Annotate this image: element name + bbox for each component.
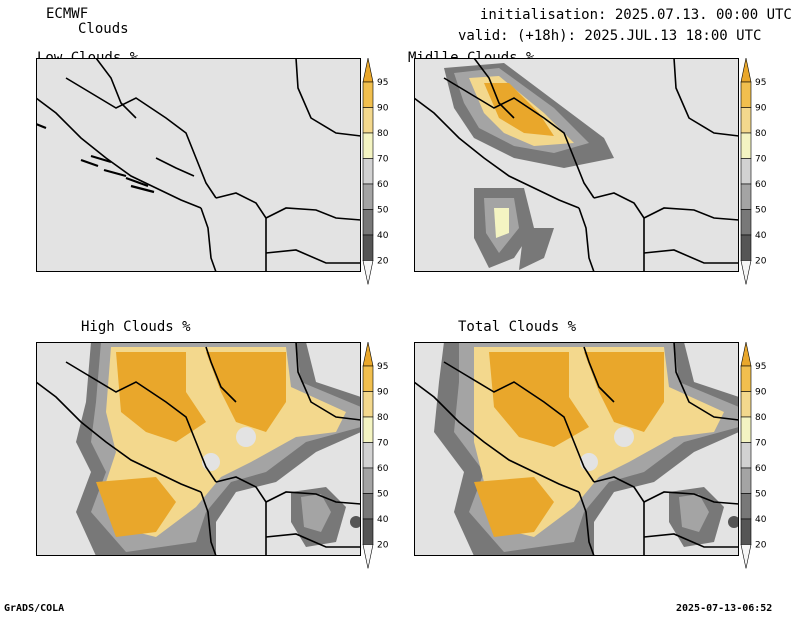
colorbar-arrow-bottom xyxy=(362,260,374,285)
colorbar-segment xyxy=(362,442,374,469)
colorbar-segment xyxy=(362,132,374,159)
map-low-clouds xyxy=(36,58,361,272)
colorbar-tick-label: 40 xyxy=(377,231,389,241)
colorbar-tick-label: 60 xyxy=(377,180,389,190)
colorbar-segment xyxy=(362,391,374,418)
colorbar-tick-label: 40 xyxy=(755,231,767,241)
colorbar-tick-label: 20 xyxy=(377,541,389,551)
colorbar-tick-label: 70 xyxy=(377,155,389,165)
colorbar-arrow-top xyxy=(362,57,374,83)
cloud-field-total xyxy=(434,342,739,556)
colorbar-segment xyxy=(362,365,374,392)
country-borders xyxy=(414,342,739,556)
colorbar-segment xyxy=(740,132,752,159)
colorbar-tick-label: 90 xyxy=(377,388,389,398)
colorbar-tick-label: 95 xyxy=(377,78,388,88)
map-frame xyxy=(414,58,739,272)
init-time: initialisation: 2025.07.13. 00:00 UTC xyxy=(480,7,792,23)
map-frame xyxy=(36,342,361,556)
colorbar-segment xyxy=(362,107,374,134)
country-borders xyxy=(414,58,739,272)
colorbar-segment xyxy=(362,209,374,236)
colorbar-tick-label: 20 xyxy=(377,257,389,267)
colorbar-low: 95 90 80 70 60 50 40 20 xyxy=(362,57,407,294)
colorbar-segment xyxy=(362,183,374,210)
colorbar-tick-label: 40 xyxy=(377,515,389,525)
colorbar-tick-label: 50 xyxy=(755,206,767,216)
product-label: Clouds xyxy=(78,21,129,37)
colorbar-tick-label: 95 xyxy=(377,362,388,372)
valid-time: valid: (+18h): 2025.JUL.13 18:00 UTC xyxy=(458,28,762,44)
colorbar-segment xyxy=(362,81,374,108)
coast-islands xyxy=(36,122,155,194)
colorbar-segment xyxy=(740,467,752,494)
colorbar-tick-label: 70 xyxy=(755,155,767,165)
colorbar-segment xyxy=(362,158,374,185)
colorbar-high: 95 90 80 70 60 50 40 20 xyxy=(362,341,407,578)
colorbar-segment xyxy=(740,234,752,261)
footer-software: GrADS/COLA xyxy=(4,603,65,614)
colorbar-arrow-top xyxy=(740,57,752,83)
cloud-field-high xyxy=(76,342,361,556)
colorbar-tick-label: 70 xyxy=(755,439,767,449)
colorbar-segment xyxy=(740,81,752,108)
colorbar-arrow-bottom xyxy=(362,544,374,569)
colorbar-segment xyxy=(740,518,752,545)
colorbar-tick-label: 20 xyxy=(755,541,767,551)
colorbar-arrow-bottom xyxy=(740,260,752,285)
cloud-field-middle xyxy=(444,63,614,270)
colorbar-tick-label: 95 xyxy=(755,362,766,372)
colorbar-arrow-top xyxy=(740,341,752,367)
colorbar-middle: 95 90 80 70 60 50 40 20 xyxy=(740,57,785,294)
colorbar-tick-label: 60 xyxy=(755,464,767,474)
colorbar-segment xyxy=(740,183,752,210)
footer-timestamp: 2025-07-13-06:52 xyxy=(676,603,773,614)
colorbar-segment xyxy=(740,209,752,236)
colorbar-segment xyxy=(740,493,752,520)
colorbar-tick-label: 50 xyxy=(377,490,389,500)
colorbar-segment xyxy=(362,493,374,520)
colorbar-segment xyxy=(740,158,752,185)
colorbar-segment xyxy=(362,234,374,261)
colorbar-tick-label: 80 xyxy=(377,413,389,423)
map-high-clouds xyxy=(36,342,361,556)
colorbar-tick-label: 40 xyxy=(755,515,767,525)
colorbar-tick-label: 20 xyxy=(755,257,767,267)
colorbar-segment xyxy=(740,365,752,392)
colorbar-tick-label: 50 xyxy=(377,206,389,216)
model-label: ECMWF xyxy=(46,6,89,22)
country-borders xyxy=(36,58,361,272)
colorbar-tick-label: 60 xyxy=(377,464,389,474)
map-total-clouds xyxy=(414,342,739,556)
colorbar-tick-label: 80 xyxy=(755,413,767,423)
colorbar-arrow-bottom xyxy=(740,544,752,569)
map-frame xyxy=(414,342,739,556)
colorbar-tick-label: 60 xyxy=(755,180,767,190)
colorbar-tick-label: 80 xyxy=(377,129,389,139)
colorbar-segment xyxy=(362,467,374,494)
colorbar-tick-label: 90 xyxy=(755,388,767,398)
colorbar-total: 95 90 80 70 60 50 40 20 xyxy=(740,341,785,578)
panel-title-total: Total Clouds % xyxy=(458,319,577,335)
colorbar-tick-label: 70 xyxy=(377,439,389,449)
colorbar-segment xyxy=(740,391,752,418)
colorbar-tick-label: 95 xyxy=(755,78,766,88)
colorbar-arrow-top xyxy=(362,341,374,367)
map-middle-clouds xyxy=(414,58,739,272)
colorbar-segment xyxy=(740,107,752,134)
colorbar-segment xyxy=(740,442,752,469)
colorbar-tick-label: 90 xyxy=(377,104,389,114)
colorbar-segment xyxy=(362,416,374,443)
panel-title-high: High Clouds % xyxy=(81,319,191,335)
country-borders xyxy=(36,342,361,556)
colorbar-tick-label: 80 xyxy=(755,129,767,139)
colorbar-segment xyxy=(740,416,752,443)
map-frame xyxy=(36,58,361,272)
colorbar-tick-label: 50 xyxy=(755,490,767,500)
colorbar-segment xyxy=(362,518,374,545)
colorbar-tick-label: 90 xyxy=(755,104,767,114)
